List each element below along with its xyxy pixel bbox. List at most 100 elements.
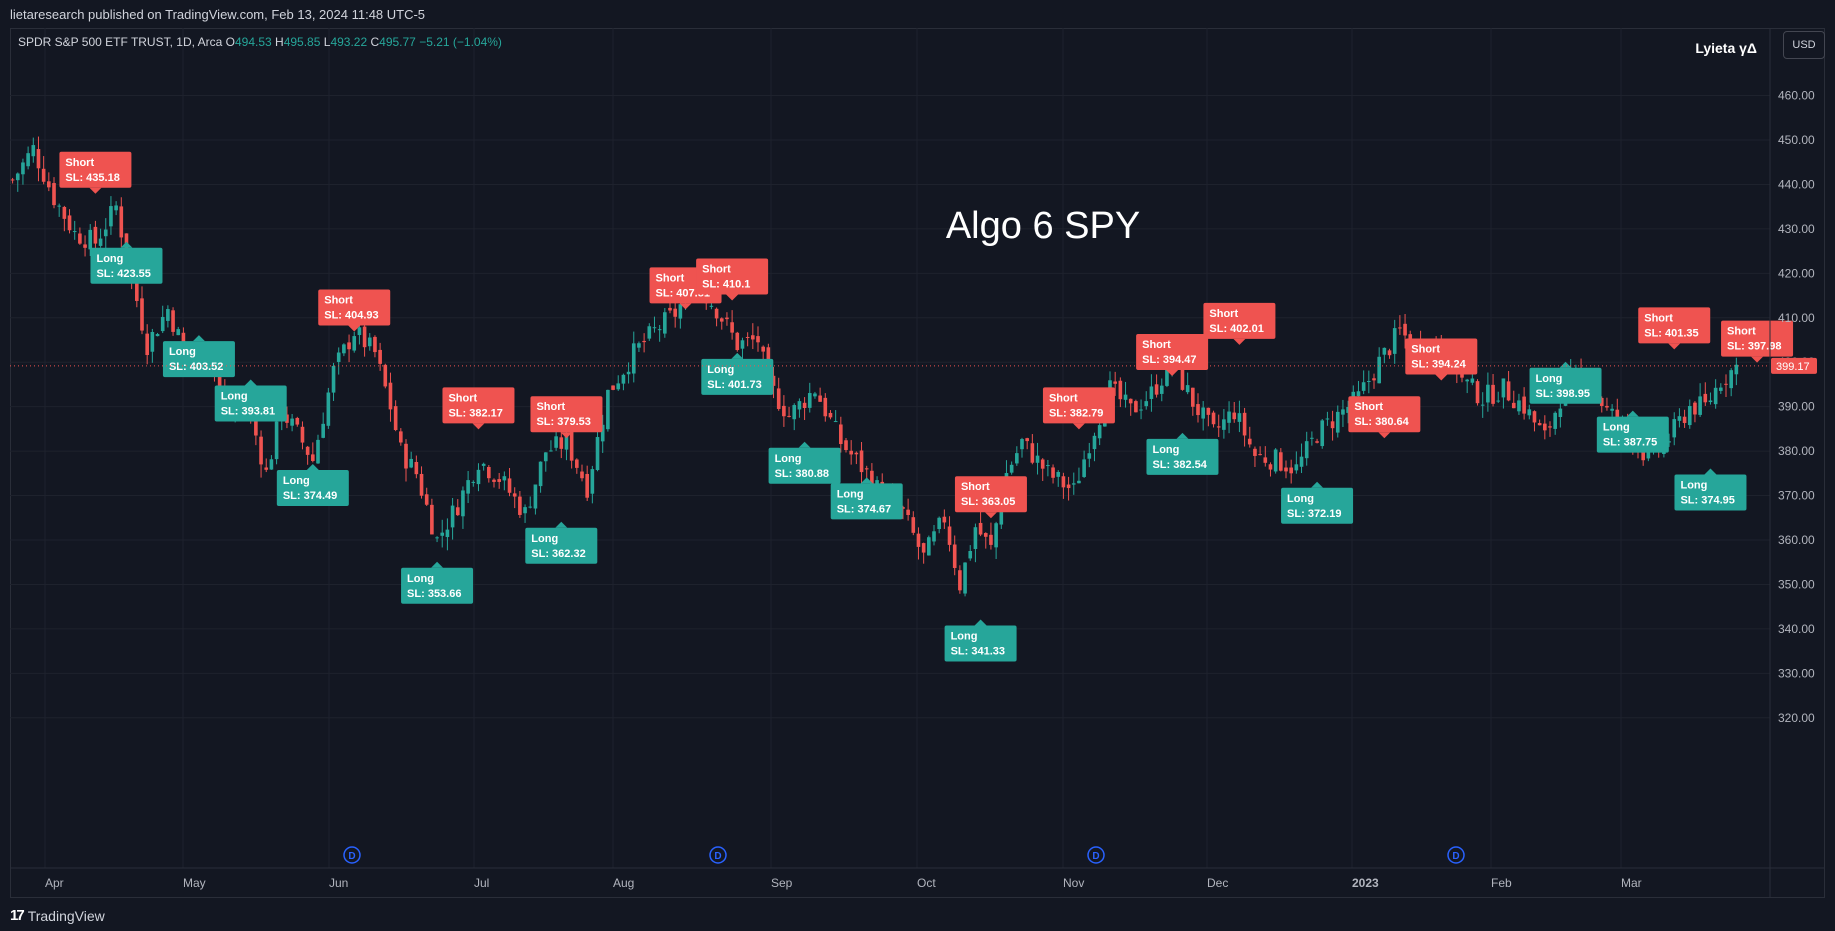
candle — [388, 372, 393, 422]
candle-body — [1677, 416, 1682, 421]
candle-body — [631, 343, 636, 374]
candle-body — [1304, 441, 1309, 459]
candle — [98, 228, 103, 248]
candle-body — [600, 424, 605, 442]
signal-pointer — [1626, 410, 1639, 417]
candle-body — [901, 507, 905, 509]
signal-type: Short — [961, 481, 990, 493]
candle-body — [968, 550, 973, 559]
signal-pointer — [974, 619, 987, 626]
signal-stop-loss: SL: 397.98 — [1727, 341, 1781, 353]
candle-body — [1646, 450, 1651, 459]
signal-type: Long — [951, 631, 978, 643]
candle-body — [761, 346, 765, 352]
candle — [787, 406, 791, 418]
candle — [626, 362, 631, 384]
dividend-event-marker[interactable]: D — [1087, 846, 1105, 864]
candle — [1403, 314, 1407, 349]
time-tick-label: May — [183, 876, 206, 890]
candle — [362, 324, 367, 357]
event-letter: D — [714, 851, 721, 862]
candle-body — [1284, 467, 1288, 472]
candle-body — [1460, 373, 1464, 378]
candle — [1025, 437, 1029, 450]
candle — [797, 398, 802, 418]
candle — [921, 542, 926, 564]
candle-body — [787, 415, 791, 417]
candle-body — [1486, 384, 1490, 403]
signal-stop-loss: SL: 393.81 — [221, 406, 275, 418]
candle-body — [1310, 437, 1314, 439]
candle-body — [1315, 441, 1319, 443]
candle — [580, 464, 584, 482]
candle — [942, 509, 947, 529]
candle — [1185, 372, 1190, 395]
dividend-event-marker[interactable]: D — [709, 846, 727, 864]
candle-body — [1610, 408, 1614, 411]
candle-body — [435, 537, 439, 539]
candle-body — [305, 446, 310, 455]
candle — [1682, 409, 1687, 428]
candle — [652, 316, 657, 333]
dividend-event-marker[interactable]: D — [343, 846, 361, 864]
candle — [1335, 405, 1340, 438]
price-tick-label: 420.00 — [1778, 266, 1815, 280]
candle-body — [1517, 400, 1521, 412]
signal-box — [1203, 302, 1276, 339]
candle — [1134, 399, 1138, 413]
long-signal-label: Long SL: 403.52 — [162, 335, 235, 378]
signal-stop-loss: SL: 353.66 — [407, 588, 461, 600]
signal-type: Short — [1354, 401, 1383, 413]
dividend-event-marker[interactable]: D — [1447, 846, 1465, 864]
candle — [1123, 381, 1128, 408]
candle-body — [906, 509, 910, 516]
candle — [155, 332, 160, 337]
candle-body — [311, 454, 315, 461]
candle — [538, 461, 543, 493]
candle-body — [1729, 370, 1733, 389]
candle — [833, 410, 838, 423]
candle — [435, 536, 439, 543]
candle-body — [642, 340, 646, 343]
candle — [414, 455, 419, 479]
candle-body — [606, 389, 610, 430]
candle-body — [1082, 459, 1086, 477]
signal-stop-loss: SL: 401.73 — [707, 379, 761, 391]
candle-body — [818, 395, 822, 402]
candle-body — [745, 336, 750, 338]
signal-box — [1721, 320, 1794, 357]
open-value: 494.53 — [234, 35, 272, 49]
candle — [21, 158, 25, 185]
candle — [606, 389, 610, 432]
signal-type: Long — [96, 253, 123, 265]
candle-body — [911, 517, 916, 533]
currency-button[interactable]: USD — [1783, 31, 1825, 59]
candle-body — [611, 385, 615, 390]
short-signal-label: Short SL: 435.18 — [59, 151, 132, 194]
candle — [316, 434, 320, 464]
candle — [782, 395, 786, 427]
candle — [761, 345, 765, 361]
candle — [409, 451, 413, 469]
candle-body — [839, 424, 843, 445]
candle-body — [316, 439, 320, 464]
candle-body — [1335, 411, 1340, 433]
price-tick-label: 430.00 — [1778, 222, 1815, 236]
candle-body — [543, 452, 548, 462]
candle-body — [471, 481, 476, 483]
candle — [336, 347, 341, 375]
candle — [1299, 443, 1304, 474]
candle-body — [1548, 426, 1552, 428]
short-signal-label: Short SL: 404.93 — [318, 289, 391, 332]
candle — [1061, 472, 1066, 499]
candle-body — [1144, 401, 1149, 407]
candle-body — [507, 478, 512, 493]
candle — [1227, 401, 1231, 434]
long-signal-label: Long SL: 374.49 — [276, 464, 349, 506]
time-tick-label: 2023 — [1352, 876, 1379, 890]
candle-body — [973, 527, 978, 549]
candle-body — [285, 414, 289, 423]
candle — [1030, 434, 1035, 465]
high-value: 495.85 — [283, 35, 321, 49]
